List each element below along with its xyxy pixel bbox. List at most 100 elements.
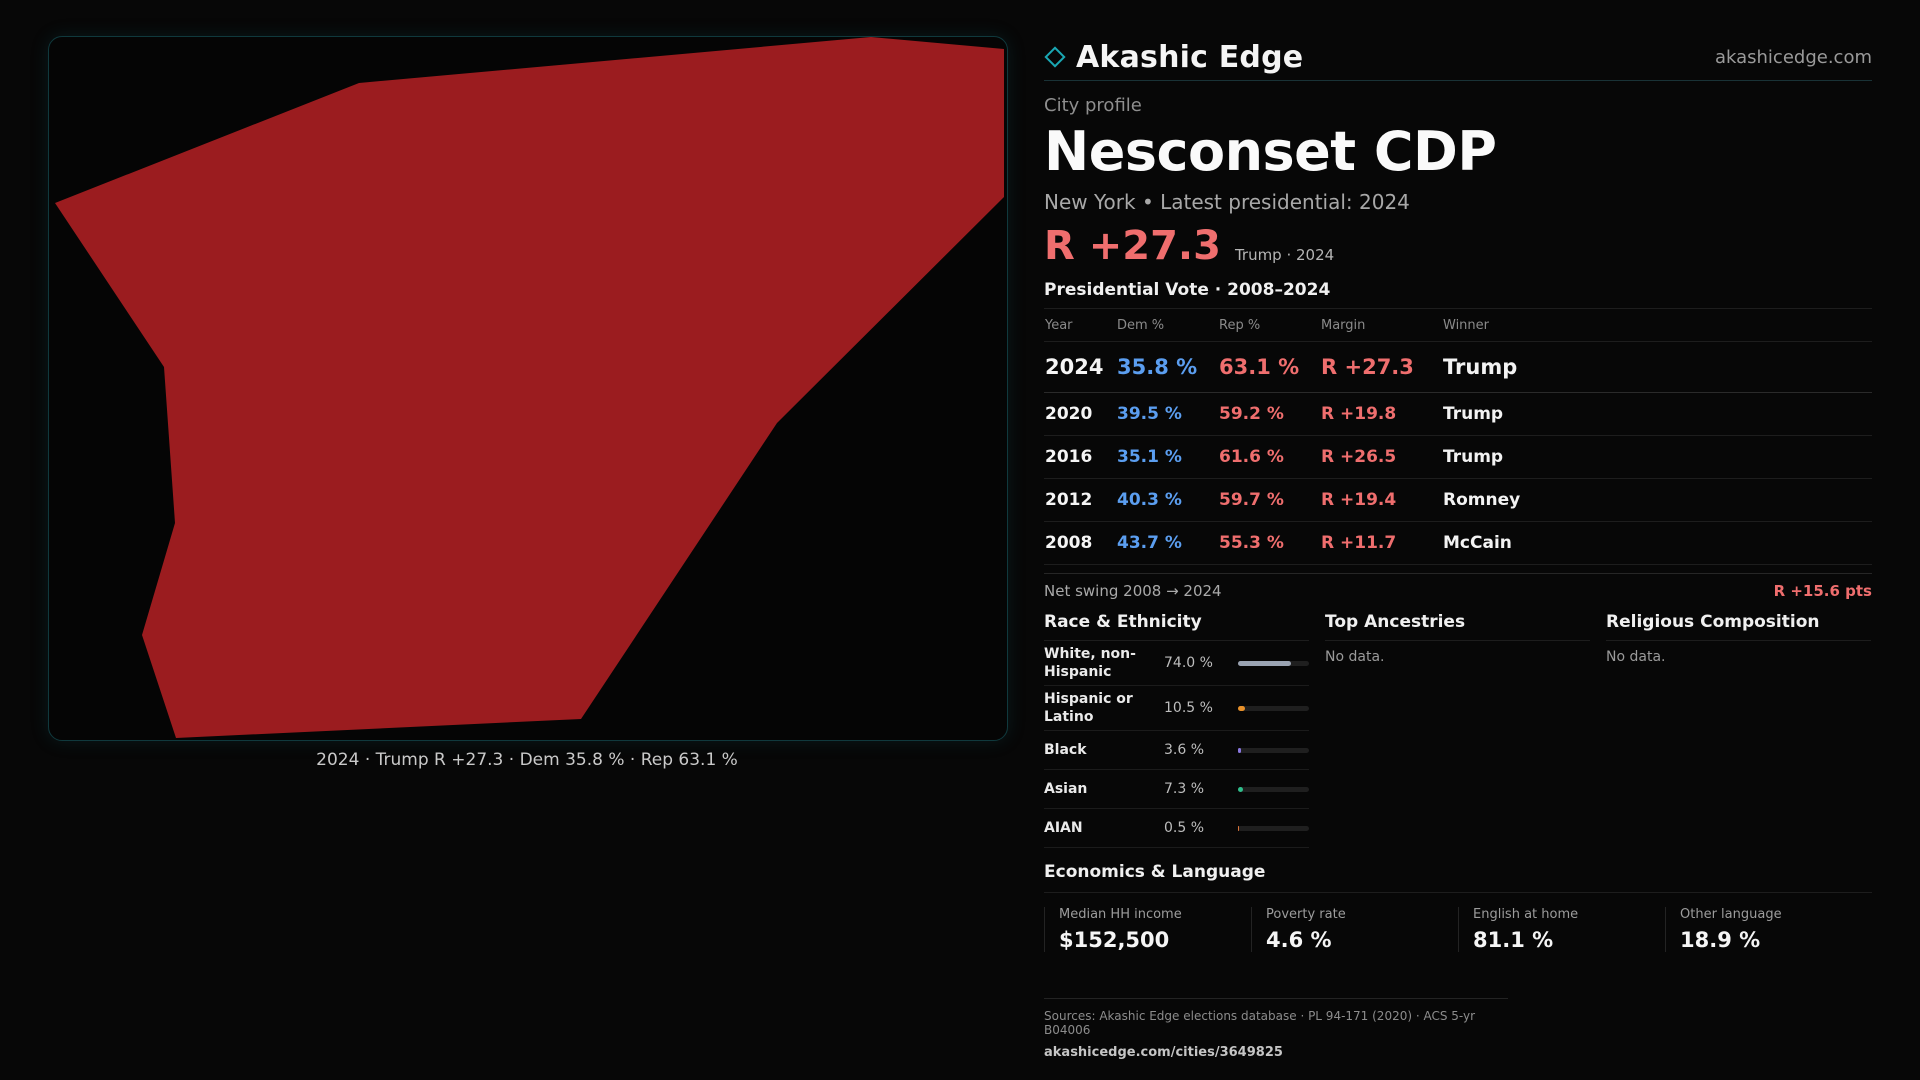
race-list: White, non-Hispanic 74.0 % Hispanic or L… — [1044, 641, 1309, 848]
race-pct: 74.0 % — [1164, 655, 1213, 671]
row-rep: 61.6 % — [1218, 435, 1320, 479]
race-bar-fill — [1238, 825, 1239, 831]
city-boundary-map — [55, 37, 1004, 738]
header-year: Year — [1044, 309, 1116, 342]
row-dem: 40.3 % — [1116, 478, 1218, 522]
city-boundary-shape[interactable] — [55, 37, 1004, 738]
row-margin: R +27.3 — [1320, 341, 1442, 393]
page-url-link[interactable]: akashicedge.com/cities/3649825 — [1044, 1045, 1283, 1060]
row-margin: R +19.4 — [1320, 478, 1442, 522]
row-margin: R +11.7 — [1320, 521, 1442, 565]
header-winner: Winner — [1442, 309, 1872, 342]
row-year: 2024 — [1044, 341, 1116, 393]
race-row: AIAN 0.5 % — [1044, 809, 1309, 848]
race-bar-fill — [1238, 786, 1244, 792]
row-rep: 55.3 % — [1218, 521, 1320, 565]
race-row: White, non-Hispanic 74.0 % — [1044, 641, 1309, 686]
row-year: 2008 — [1044, 521, 1116, 565]
table-row: 2012 40.3 % 59.7 % R +19.4 Romney — [1044, 478, 1872, 522]
race-bar-track — [1238, 825, 1309, 831]
race-label: Hispanic or Latino — [1044, 691, 1133, 725]
race-row: Asian 7.3 % — [1044, 770, 1309, 809]
net-swing-value: R +15.6 pts — [1773, 582, 1872, 600]
race-section-title: Race & Ethnicity — [1044, 612, 1309, 641]
stat-label: Poverty rate — [1266, 907, 1346, 922]
race-bar-track — [1238, 747, 1309, 753]
header-rep: Rep % — [1218, 309, 1320, 342]
race-bar-track — [1238, 705, 1309, 711]
row-dem: 35.1 % — [1116, 435, 1218, 479]
race-pct: 0.5 % — [1164, 820, 1205, 836]
table-row: 2020 39.5 % 59.2 % R +19.8 Trump — [1044, 392, 1872, 436]
race-bar-track — [1238, 660, 1309, 666]
stat-value: $152,500 — [1059, 928, 1170, 952]
location-subline: New York • Latest presidential: 2024 — [1044, 190, 1410, 214]
race-bar-fill — [1238, 705, 1246, 711]
race-label: AIAN — [1044, 820, 1083, 836]
site-url-link[interactable]: akashicedge.com — [1714, 46, 1872, 68]
race-row: Black 3.6 % — [1044, 731, 1309, 770]
map-caption: 2024 · Trump R +27.3 · Dem 35.8 % · Rep … — [316, 750, 738, 770]
sources-note: Sources: Akashic Edge elections database… — [1044, 1009, 1476, 1037]
demographics-grid: Race & Ethnicity White, non-Hispanic 74.… — [1044, 612, 1872, 848]
latest-margin-value: R +27.3 — [1044, 223, 1221, 269]
row-margin: R +26.5 — [1320, 435, 1442, 479]
vote-table-header: Year Dem % Rep % Margin Winner — [1044, 309, 1872, 342]
ancestries-section: Top Ancestries No data. — [1325, 612, 1590, 848]
site-header: Akashic Edge akashicedge.com — [1044, 34, 1872, 81]
ancestries-empty: No data. — [1325, 649, 1385, 665]
header-margin: Margin — [1320, 309, 1442, 342]
brand[interactable]: Akashic Edge — [1044, 40, 1303, 75]
row-winner: Romney — [1442, 478, 1872, 522]
economics-section-title: Economics & Language — [1044, 862, 1872, 893]
row-year: 2016 — [1044, 435, 1116, 479]
row-rep: 63.1 % — [1218, 341, 1320, 393]
stat-label: English at home — [1473, 907, 1579, 922]
diamond-outline-icon — [1044, 46, 1066, 68]
net-swing-label: Net swing 2008 → 2024 — [1044, 582, 1222, 600]
header-dem: Dem % — [1116, 309, 1218, 342]
row-winner: Trump — [1442, 341, 1872, 393]
race-label: Asian — [1044, 781, 1088, 797]
table-row: 2008 43.7 % 55.3 % R +11.7 McCain — [1044, 521, 1872, 565]
race-bar-fill — [1238, 747, 1241, 753]
race-label: Black — [1044, 742, 1087, 758]
row-margin: R +19.8 — [1320, 392, 1442, 436]
row-rep: 59.2 % — [1218, 392, 1320, 436]
stat-median-income: Median HH income $152,500 — [1044, 907, 1243, 952]
race-label: White, non-Hispanic — [1044, 646, 1136, 680]
ancestries-section-title: Top Ancestries — [1325, 612, 1590, 641]
race-bar-track — [1238, 786, 1309, 792]
page-footer: Sources: Akashic Edge elections database… — [1044, 998, 1508, 1060]
headline-margin: R +27.3 Trump · 2024 — [1044, 224, 1872, 268]
stat-value: 81.1 % — [1473, 928, 1554, 952]
table-row: 2016 35.1 % 61.6 % R +26.5 Trump — [1044, 435, 1872, 479]
map-panel[interactable] — [48, 36, 1008, 741]
stat-value: 18.9 % — [1680, 928, 1761, 952]
page-kicker: City profile — [1044, 95, 1142, 116]
row-dem: 39.5 % — [1116, 392, 1218, 436]
row-dem: 43.7 % — [1116, 521, 1218, 565]
stat-value: 4.6 % — [1266, 928, 1332, 952]
vote-table: Year Dem % Rep % Margin Winner 2024 35.8… — [1044, 309, 1872, 565]
brand-name: Akashic Edge — [1076, 39, 1304, 75]
stat-label: Median HH income — [1059, 907, 1182, 922]
row-year: 2012 — [1044, 478, 1116, 522]
page-title: Nesconset CDP — [1044, 120, 1497, 183]
race-bar-fill — [1238, 660, 1291, 666]
race-ethnicity-section: Race & Ethnicity White, non-Hispanic 74.… — [1044, 612, 1309, 848]
religion-section: Religious Composition No data. — [1606, 612, 1871, 848]
stat-poverty-rate: Poverty rate 4.6 % — [1251, 907, 1450, 952]
table-row: 2024 35.8 % 63.1 % R +27.3 Trump — [1044, 341, 1872, 393]
religion-empty: No data. — [1606, 649, 1666, 665]
net-swing-row: Net swing 2008 → 2024 R +15.6 pts — [1044, 573, 1872, 600]
religion-section-title: Religious Composition — [1606, 612, 1871, 641]
row-rep: 59.7 % — [1218, 478, 1320, 522]
stat-label: Other language — [1680, 907, 1782, 922]
vote-section-title: Presidential Vote · 2008–2024 — [1044, 280, 1872, 309]
stat-other-language: Other language 18.9 % — [1665, 907, 1864, 952]
row-dem: 35.8 % — [1116, 341, 1218, 393]
profile-panel: Akashic Edge akashicedge.com City profil… — [1044, 34, 1872, 1060]
row-winner: Trump — [1442, 392, 1872, 436]
row-year: 2020 — [1044, 392, 1116, 436]
